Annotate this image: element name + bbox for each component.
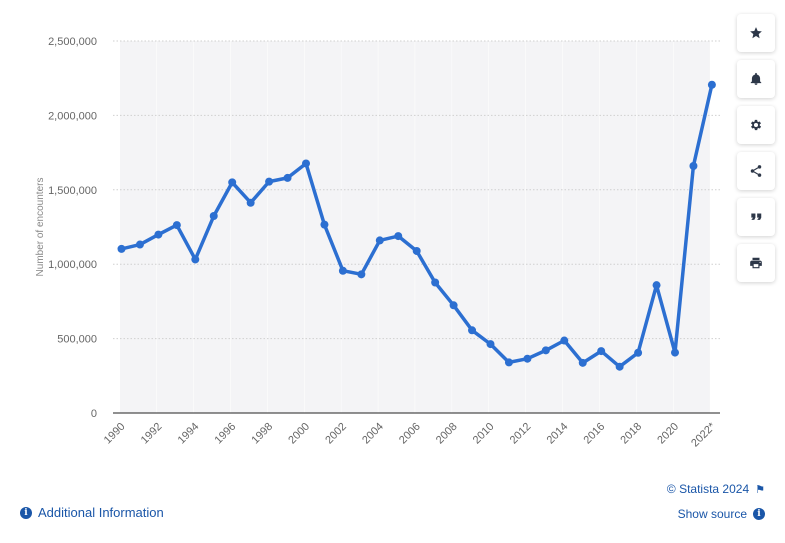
- data-point[interactable]: [652, 281, 661, 290]
- year-band: [489, 41, 526, 413]
- x-tick-label: 2012: [508, 421, 534, 447]
- x-tick-label: 1990: [102, 421, 128, 447]
- year-band: [341, 41, 378, 413]
- data-point[interactable]: [154, 230, 163, 239]
- year-band: [673, 41, 710, 413]
- chart-bands: [120, 41, 710, 413]
- x-tick-label: 2020: [655, 421, 681, 447]
- x-tick-label: 1996: [213, 421, 239, 447]
- data-point[interactable]: [394, 232, 403, 241]
- show-source-link[interactable]: Show source i: [678, 507, 765, 521]
- series-points: [117, 80, 716, 371]
- year-band: [378, 41, 415, 413]
- year-band: [193, 41, 231, 413]
- year-band: [636, 41, 673, 413]
- year-band: [415, 41, 452, 413]
- data-point[interactable]: [578, 358, 587, 367]
- data-point[interactable]: [597, 347, 606, 356]
- data-point[interactable]: [523, 354, 532, 363]
- data-point[interactable]: [265, 177, 274, 186]
- x-tick-label: 2002: [323, 421, 349, 447]
- x-tick-label: 2022*: [689, 420, 718, 449]
- notification-button[interactable]: [737, 60, 775, 98]
- data-point[interactable]: [357, 270, 366, 279]
- year-band: [120, 41, 157, 413]
- y-tick-label: 1,500,000: [48, 185, 97, 197]
- share-button[interactable]: [737, 152, 775, 190]
- x-tick-label: 1998: [249, 421, 275, 447]
- x-tick-label: 2004: [360, 421, 386, 447]
- show-source-label: Show source: [677, 507, 747, 521]
- star-icon: [750, 27, 762, 39]
- share-icon: [750, 165, 762, 177]
- x-tick-label: 2010: [471, 421, 497, 447]
- year-band: [599, 41, 637, 413]
- x-tick-label: 2006: [397, 421, 423, 447]
- data-point[interactable]: [338, 266, 347, 275]
- year-band: [452, 41, 489, 413]
- print-icon: [750, 257, 762, 269]
- year-band: [267, 41, 304, 413]
- x-tick-label: 2014: [545, 421, 571, 447]
- data-point[interactable]: [560, 336, 569, 345]
- flag-icon: ⚑: [755, 483, 765, 496]
- x-tick-label: 2000: [286, 421, 312, 447]
- data-point[interactable]: [468, 326, 477, 335]
- y-tick-label: 2,500,000: [48, 36, 97, 48]
- x-tick-label: 2016: [582, 421, 608, 447]
- data-point[interactable]: [449, 301, 458, 310]
- copyright-label: © Statista 2024: [666, 482, 750, 496]
- print-button[interactable]: [737, 244, 775, 282]
- settings-button[interactable]: [737, 106, 775, 144]
- additional-information-label: Additional Information: [38, 505, 164, 520]
- data-point[interactable]: [228, 178, 237, 187]
- data-point[interactable]: [191, 255, 200, 264]
- data-point[interactable]: [615, 362, 624, 371]
- x-tick-label: 1994: [176, 421, 202, 447]
- data-point[interactable]: [135, 240, 144, 249]
- additional-information-link[interactable]: i Additional Information: [20, 505, 164, 520]
- data-point[interactable]: [671, 348, 679, 357]
- data-point[interactable]: [283, 173, 292, 182]
- y-axis-title: Number of encounters: [35, 178, 46, 277]
- year-band: [562, 41, 600, 413]
- data-point[interactable]: [412, 246, 421, 255]
- x-tick-label: 2018: [618, 421, 644, 447]
- data-point[interactable]: [634, 348, 643, 357]
- y-tick-label: 1,000,000: [48, 259, 97, 271]
- x-tick-label: 1992: [139, 421, 165, 447]
- citation-button[interactable]: [737, 198, 775, 236]
- info-icon: i: [753, 508, 765, 520]
- favorite-button[interactable]: [737, 14, 775, 52]
- data-point[interactable]: [209, 211, 218, 220]
- statista-copyright[interactable]: © Statista 2024 ⚑: [667, 482, 765, 496]
- data-point[interactable]: [375, 236, 384, 245]
- data-point[interactable]: [320, 220, 329, 229]
- x-tick-label: 2008: [434, 421, 460, 447]
- data-point[interactable]: [302, 159, 310, 168]
- info-icon: i: [20, 506, 32, 519]
- data-point[interactable]: [172, 221, 181, 230]
- bell-icon: [750, 72, 762, 85]
- y-tick-label: 0: [91, 408, 97, 420]
- data-point[interactable]: [707, 80, 716, 89]
- data-point[interactable]: [246, 198, 255, 207]
- y-axis-tick-labels: 0 500,000 1,000,000 1,500,000 2,000,000 2,500…: [48, 36, 97, 420]
- data-point[interactable]: [431, 278, 440, 287]
- data-point[interactable]: [486, 340, 495, 349]
- x-axis-tick-labels: 1990 1992 1994 1996 1998 2000 2002 2004 2006 2008…: [102, 420, 719, 449]
- gear-icon: [750, 119, 762, 131]
- data-point[interactable]: [117, 244, 126, 253]
- y-tick-label: 2,000,000: [48, 110, 97, 122]
- y-tick-label: 500,000: [57, 334, 97, 346]
- year-band: [230, 41, 268, 413]
- data-point[interactable]: [689, 161, 698, 170]
- quote-icon: [751, 213, 762, 220]
- data-point[interactable]: [504, 358, 513, 367]
- data-point[interactable]: [541, 346, 550, 355]
